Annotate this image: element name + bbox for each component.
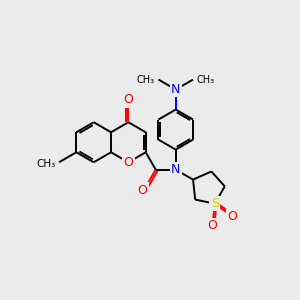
Text: N: N xyxy=(171,163,180,176)
Text: O: O xyxy=(138,184,148,196)
Text: CH₃: CH₃ xyxy=(197,74,215,85)
Text: O: O xyxy=(123,156,133,169)
Text: CH₃: CH₃ xyxy=(37,159,56,169)
Text: O: O xyxy=(123,93,133,106)
Text: S: S xyxy=(211,197,219,210)
Text: O: O xyxy=(208,219,218,232)
Text: O: O xyxy=(228,210,238,223)
Text: CH₃: CH₃ xyxy=(136,74,154,85)
Text: N: N xyxy=(171,83,180,96)
